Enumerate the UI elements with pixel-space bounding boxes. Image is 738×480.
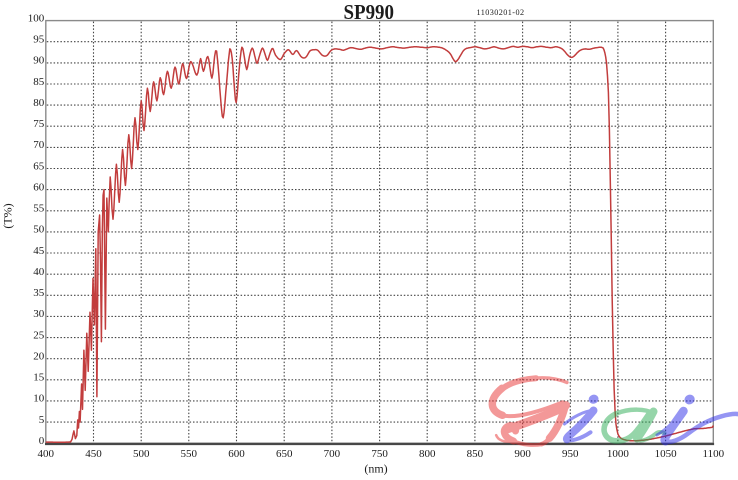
- svg-text:550: 550: [181, 448, 198, 460]
- svg-text:95: 95: [33, 34, 45, 46]
- svg-text:700: 700: [324, 448, 341, 460]
- svg-text:20: 20: [33, 351, 45, 363]
- svg-text:11030201-02: 11030201-02: [477, 8, 525, 17]
- svg-text:750: 750: [371, 448, 388, 460]
- svg-text:50: 50: [33, 224, 45, 236]
- svg-text:1000: 1000: [607, 448, 630, 460]
- svg-text:80: 80: [33, 97, 45, 109]
- svg-text:10: 10: [33, 393, 45, 405]
- svg-text:400: 400: [38, 448, 55, 460]
- svg-text:45: 45: [33, 245, 45, 257]
- svg-text:30: 30: [33, 308, 45, 320]
- svg-text:650: 650: [276, 448, 293, 460]
- svg-text:950: 950: [562, 448, 579, 460]
- svg-text:60: 60: [33, 181, 45, 193]
- svg-text:1050: 1050: [655, 448, 678, 460]
- svg-text:(T%): (T%): [1, 203, 15, 228]
- svg-text:800: 800: [419, 448, 436, 460]
- svg-text:5: 5: [39, 414, 45, 426]
- svg-text:(nm): (nm): [364, 462, 387, 476]
- svg-text:65: 65: [33, 160, 45, 172]
- svg-text:70: 70: [33, 139, 45, 151]
- svg-text:40: 40: [33, 266, 45, 278]
- svg-text:900: 900: [514, 448, 531, 460]
- svg-text:450: 450: [85, 448, 102, 460]
- svg-text:500: 500: [133, 448, 150, 460]
- svg-text:25: 25: [33, 329, 45, 341]
- svg-text:55: 55: [33, 203, 45, 215]
- svg-text:100: 100: [28, 12, 45, 24]
- svg-text:75: 75: [33, 118, 45, 130]
- svg-text:85: 85: [33, 76, 45, 88]
- svg-text:90: 90: [33, 55, 45, 67]
- svg-text:850: 850: [467, 448, 484, 460]
- svg-text:35: 35: [33, 287, 45, 299]
- svg-text:SP990: SP990: [344, 0, 395, 24]
- svg-text:600: 600: [228, 448, 245, 460]
- svg-text:0: 0: [39, 435, 45, 447]
- svg-text:15: 15: [33, 372, 45, 384]
- svg-text:1100: 1100: [703, 448, 725, 460]
